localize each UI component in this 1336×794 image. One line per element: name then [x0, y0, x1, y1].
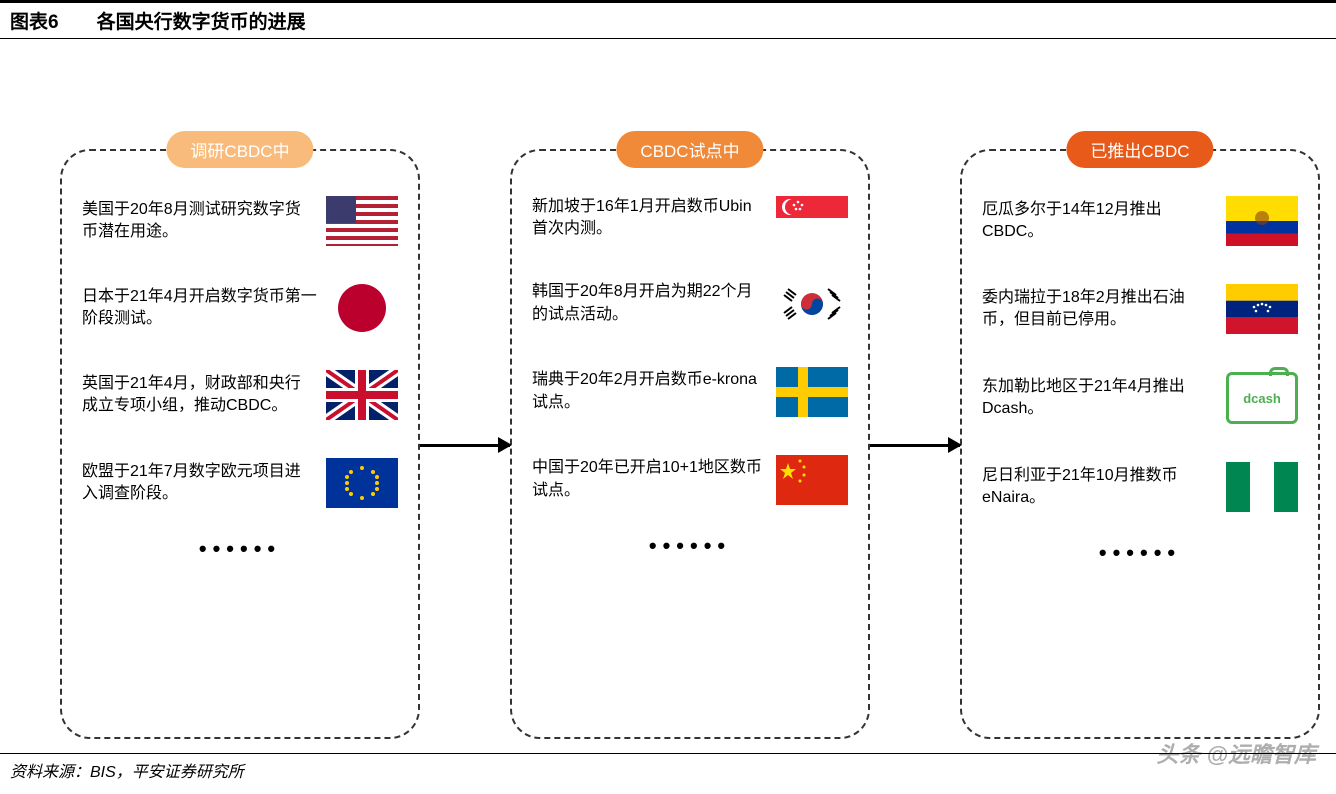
- country-item: 新加坡于16年1月开启数币Ubin首次内测。: [532, 196, 848, 241]
- country-item: 中国于20年已开启10+1地区数币试点。: [532, 455, 848, 505]
- country-item: 瑞典于20年2月开启数币e-krona试点。: [532, 367, 848, 417]
- stage-column-launched: 已推出CBDC 厄瓜多尔于14年12月推出CBDC。 委内瑞拉于18年2月推出石…: [960, 149, 1320, 739]
- diagram-area: 调研CBDC中 美国于20年8月测试研究数字货币潜在用途。 日本于21年4月开启…: [0, 39, 1336, 739]
- item-text: 欧盟于21年7月数字欧元项目进入调查阶段。: [82, 461, 316, 506]
- eu-flag-icon: [326, 458, 398, 508]
- item-text: 尼日利亚于21年10月推数币eNaira。: [982, 465, 1216, 510]
- country-item: 日本于21年4月开启数字货币第一阶段测试。: [82, 284, 398, 332]
- country-item: 欧盟于21年7月数字欧元项目进入调查阶段。: [82, 458, 398, 508]
- item-text: 中国于20年已开启10+1地区数币试点。: [532, 457, 766, 502]
- country-item: 英国于21年4月，财政部和央行成立专项小组，推动CBDC。: [82, 370, 398, 420]
- more-dots-icon: ••••••: [82, 536, 398, 562]
- arrow-icon: [870, 444, 960, 447]
- japan-flag-icon: [338, 284, 386, 332]
- item-text: 美国于20年8月测试研究数字货币潜在用途。: [82, 199, 316, 244]
- item-text: 日本于21年4月开启数字货币第一阶段测试。: [82, 286, 328, 331]
- item-text: 委内瑞拉于18年2月推出石油币，但目前已停用。: [982, 287, 1216, 332]
- nigeria-flag-icon: [1226, 462, 1298, 512]
- chart-header: 图表6 各国央行数字货币的进展: [0, 0, 1336, 39]
- country-item: 厄瓜多尔于14年12月推出CBDC。: [982, 196, 1298, 246]
- ecuador-flag-icon: [1226, 196, 1298, 246]
- singapore-flag-icon: [776, 196, 848, 240]
- source-text: 资料来源：BIS，平安证券研究所: [10, 764, 244, 781]
- more-dots-icon: ••••••: [982, 540, 1298, 566]
- stage-column-research: 调研CBDC中 美国于20年8月测试研究数字货币潜在用途。 日本于21年4月开启…: [60, 149, 420, 739]
- usa-flag-icon: [326, 196, 398, 246]
- stage-badge: 调研CBDC中: [166, 131, 313, 168]
- item-text: 英国于21年4月，财政部和央行成立专项小组，推动CBDC。: [82, 373, 316, 418]
- country-item: 美国于20年8月测试研究数字货币潜在用途。: [82, 196, 398, 246]
- china-flag-icon: [776, 455, 848, 505]
- chart-title: 图表6 各国央行数字货币的进展: [10, 7, 1326, 34]
- stage-column-pilot: CBDC试点中 新加坡于16年1月开启数币Ubin首次内测。 韩国于20年8月开…: [510, 149, 870, 739]
- country-item: 委内瑞拉于18年2月推出石油币，但目前已停用。: [982, 284, 1298, 334]
- stage-badge: CBDC试点中: [616, 131, 763, 168]
- country-item: 东加勒比地区于21年4月推出Dcash。 dcash: [982, 372, 1298, 424]
- korea-flag-icon: [776, 279, 848, 329]
- arrow-icon: [420, 444, 510, 447]
- item-text: 韩国于20年8月开启为期22个月的试点活动。: [532, 281, 766, 326]
- item-text: 东加勒比地区于21年4月推出Dcash。: [982, 376, 1216, 421]
- country-item: 韩国于20年8月开启为期22个月的试点活动。: [532, 279, 848, 329]
- sweden-flag-icon: [776, 367, 848, 417]
- item-text: 瑞典于20年2月开启数币e-krona试点。: [532, 369, 766, 414]
- source-footer: 资料来源：BIS，平安证券研究所: [0, 753, 1336, 786]
- venezuela-flag-icon: [1226, 284, 1298, 334]
- dcash-logo-icon: dcash: [1226, 372, 1298, 424]
- stage-badge: 已推出CBDC: [1066, 131, 1213, 168]
- country-item: 尼日利亚于21年10月推数币eNaira。: [982, 462, 1298, 512]
- more-dots-icon: ••••••: [532, 533, 848, 559]
- item-text: 新加坡于16年1月开启数币Ubin首次内测。: [532, 196, 766, 241]
- item-text: 厄瓜多尔于14年12月推出CBDC。: [982, 199, 1216, 244]
- uk-flag-icon: [326, 370, 398, 420]
